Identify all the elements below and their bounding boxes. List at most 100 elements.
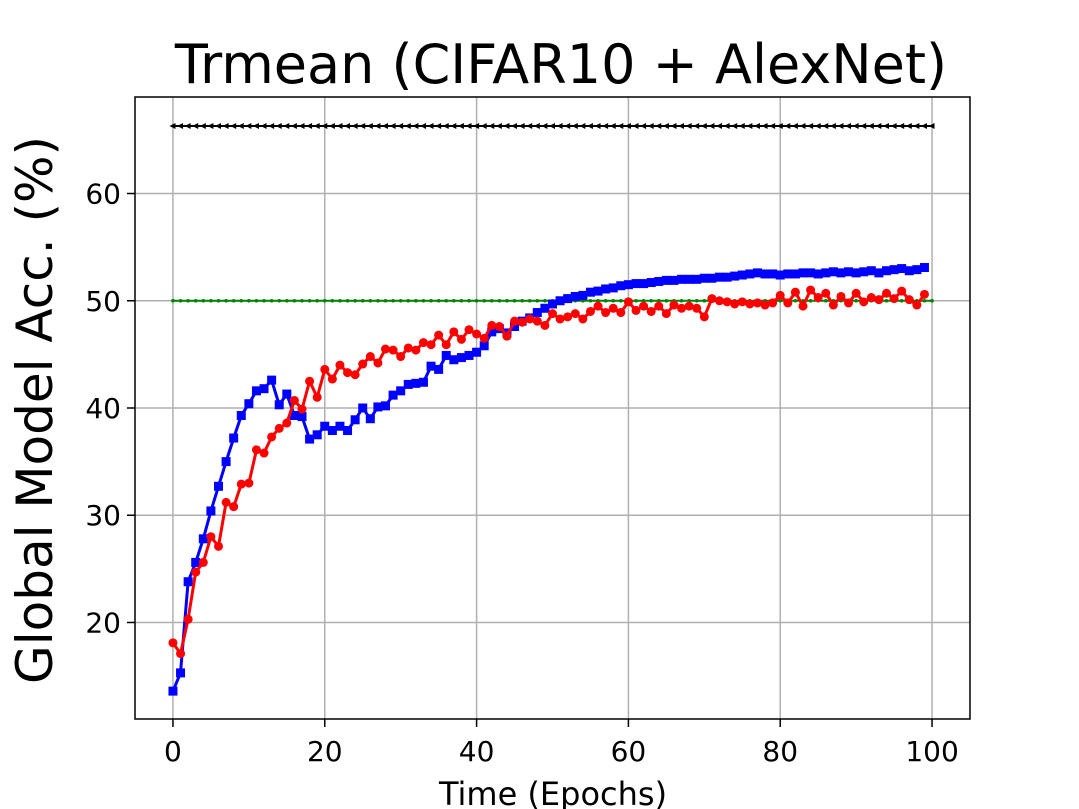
data-point xyxy=(436,298,441,303)
data-point xyxy=(383,298,388,303)
data-point xyxy=(360,298,365,303)
data-point xyxy=(699,273,709,283)
data-point xyxy=(919,289,929,299)
data-point xyxy=(512,298,517,303)
data-point xyxy=(821,268,831,278)
data-point xyxy=(441,350,451,360)
data-point xyxy=(775,290,785,300)
data-point xyxy=(884,298,889,303)
data-point xyxy=(338,298,342,303)
data-point xyxy=(737,270,747,280)
data-point xyxy=(866,293,876,303)
data-point xyxy=(373,402,383,412)
data-point xyxy=(617,122,624,129)
data-point xyxy=(684,274,694,284)
data-point xyxy=(269,298,274,303)
data-point xyxy=(328,122,335,129)
data-point xyxy=(206,506,216,516)
data-point xyxy=(177,122,184,129)
data-point xyxy=(616,308,626,318)
data-point xyxy=(639,279,649,289)
data-point xyxy=(267,375,277,385)
data-point xyxy=(365,352,375,362)
data-point xyxy=(793,298,798,303)
data-point xyxy=(813,293,823,303)
data-point xyxy=(821,288,831,298)
data-point xyxy=(403,343,413,353)
data-point xyxy=(391,298,395,303)
data-point xyxy=(289,411,299,421)
data-point xyxy=(479,341,489,351)
data-point xyxy=(259,384,269,394)
data-point xyxy=(239,298,244,303)
data-point xyxy=(715,272,724,282)
data-point xyxy=(623,297,633,307)
data-point xyxy=(244,399,254,409)
data-point xyxy=(495,122,502,129)
data-point xyxy=(922,298,927,303)
data-point xyxy=(912,300,922,310)
data-point xyxy=(404,122,411,129)
data-point xyxy=(207,122,214,129)
data-point xyxy=(215,122,221,129)
data-point xyxy=(313,122,320,129)
data-point xyxy=(532,308,542,318)
data-point xyxy=(715,296,724,306)
data-point xyxy=(775,270,785,280)
data-point xyxy=(646,278,656,288)
data-point xyxy=(312,392,322,402)
data-point xyxy=(414,298,418,303)
data-point xyxy=(221,457,231,467)
data-point xyxy=(883,122,889,129)
data-point xyxy=(169,122,176,129)
data-point xyxy=(677,303,687,313)
data-point xyxy=(700,122,707,129)
data-point xyxy=(867,122,874,129)
data-point xyxy=(746,122,753,129)
data-point xyxy=(260,122,267,129)
data-point xyxy=(283,122,290,129)
data-point xyxy=(351,122,358,129)
data-point xyxy=(376,298,380,303)
data-point xyxy=(230,122,237,129)
data-point xyxy=(806,285,816,295)
data-point xyxy=(252,122,259,129)
data-point xyxy=(619,298,623,303)
data-point xyxy=(745,269,755,279)
x-axis-label: Time (Epochs) xyxy=(438,775,667,809)
data-point xyxy=(344,122,351,129)
data-point xyxy=(289,395,299,405)
data-point xyxy=(783,269,793,279)
data-point xyxy=(320,364,330,374)
data-point xyxy=(679,298,684,303)
data-point xyxy=(330,298,335,303)
data-point xyxy=(548,309,557,319)
data-point xyxy=(784,122,791,129)
data-point xyxy=(608,303,618,313)
data-point xyxy=(722,297,732,307)
data-point xyxy=(489,298,494,303)
x-tick-label: 100 xyxy=(905,735,958,768)
data-point xyxy=(738,122,745,129)
x-tick-label: 80 xyxy=(762,735,798,768)
data-point xyxy=(452,298,456,303)
data-point xyxy=(406,298,411,303)
data-point xyxy=(262,298,266,303)
data-point xyxy=(890,122,897,129)
data-point xyxy=(487,320,497,330)
data-point xyxy=(859,297,869,307)
data-point xyxy=(579,122,586,129)
data-point xyxy=(678,122,685,129)
data-point xyxy=(662,122,669,129)
data-point xyxy=(654,301,664,311)
data-point xyxy=(601,284,611,294)
data-point xyxy=(860,122,867,129)
data-point xyxy=(374,122,381,129)
data-point xyxy=(442,122,449,129)
data-point xyxy=(426,340,436,350)
data-point xyxy=(844,267,854,277)
data-point xyxy=(649,298,653,303)
data-point xyxy=(875,122,882,129)
x-tick-label: 0 xyxy=(164,735,182,768)
data-point xyxy=(737,297,747,307)
